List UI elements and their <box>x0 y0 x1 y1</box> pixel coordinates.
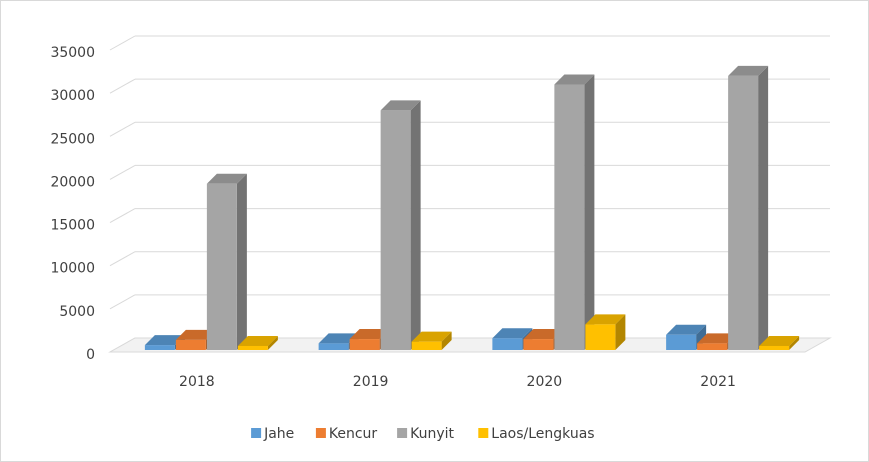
bar-top <box>318 333 359 344</box>
bar-top <box>728 65 769 76</box>
bar-side <box>615 314 626 350</box>
x-tick-label: 2018 <box>179 374 215 390</box>
legend-swatch <box>315 428 326 438</box>
bar <box>237 345 268 350</box>
bar <box>697 343 728 350</box>
bar-top <box>492 328 533 339</box>
bar-side <box>410 100 421 351</box>
bar-top <box>411 331 452 342</box>
y-tick-label: 15000 <box>50 218 95 234</box>
bar <box>523 339 554 350</box>
bar <box>349 339 380 350</box>
legend-label: Laos/Lengkuas <box>491 426 594 442</box>
bar-side <box>441 331 452 350</box>
bar <box>492 338 523 350</box>
bar <box>759 345 790 350</box>
grid-line-side <box>109 121 136 137</box>
floor <box>108 337 832 353</box>
bar-top <box>349 329 390 340</box>
bar <box>206 183 237 350</box>
legend-swatch <box>478 428 489 438</box>
bar-side <box>267 335 278 350</box>
bar-side <box>758 65 769 350</box>
grid-line-side <box>109 35 136 51</box>
y-tick-label: 20000 <box>50 174 95 190</box>
x-tick-label: 2020 <box>527 374 563 390</box>
bar-top <box>237 335 278 346</box>
bar-top <box>144 335 185 346</box>
bar <box>728 75 759 350</box>
bar-side <box>236 173 247 350</box>
y-tick-label: 0 <box>86 347 95 363</box>
grid-line-side <box>109 208 136 224</box>
bar-top <box>585 314 626 325</box>
bar-top <box>380 100 421 111</box>
y-tick-label: 35000 <box>50 45 95 61</box>
bar <box>585 324 616 350</box>
bar-top <box>554 74 595 85</box>
bar <box>175 339 206 350</box>
bar-top <box>175 329 216 340</box>
bar-side <box>584 74 595 350</box>
legend-swatch <box>251 428 262 438</box>
grid-line-side <box>109 78 136 94</box>
grid-line-side <box>109 251 136 267</box>
bar-top <box>759 335 800 346</box>
y-tick-label: 5000 <box>59 304 95 320</box>
bar-top <box>666 324 707 335</box>
x-tick-label: 2019 <box>353 374 389 390</box>
bar <box>144 345 175 350</box>
y-tick-label: 30000 <box>50 88 95 104</box>
bar-top <box>697 333 738 344</box>
y-tick-label: 10000 <box>50 261 95 277</box>
bar-side <box>789 335 800 350</box>
legend-swatch <box>397 428 408 438</box>
legend-label: Kencur <box>329 426 378 442</box>
grid-line-side <box>109 294 136 310</box>
y-tick-label: 25000 <box>50 131 95 147</box>
bar <box>411 341 442 350</box>
bar-top <box>206 173 247 184</box>
bar <box>554 84 585 350</box>
legend-label: Kunyit <box>410 426 454 442</box>
bar-top <box>523 329 564 340</box>
bar <box>380 110 411 351</box>
grid-line-side <box>109 164 136 180</box>
bar <box>666 334 697 350</box>
bar <box>318 343 349 350</box>
legend-label: Jahe <box>263 426 294 442</box>
x-tick-label: 2021 <box>700 374 736 390</box>
